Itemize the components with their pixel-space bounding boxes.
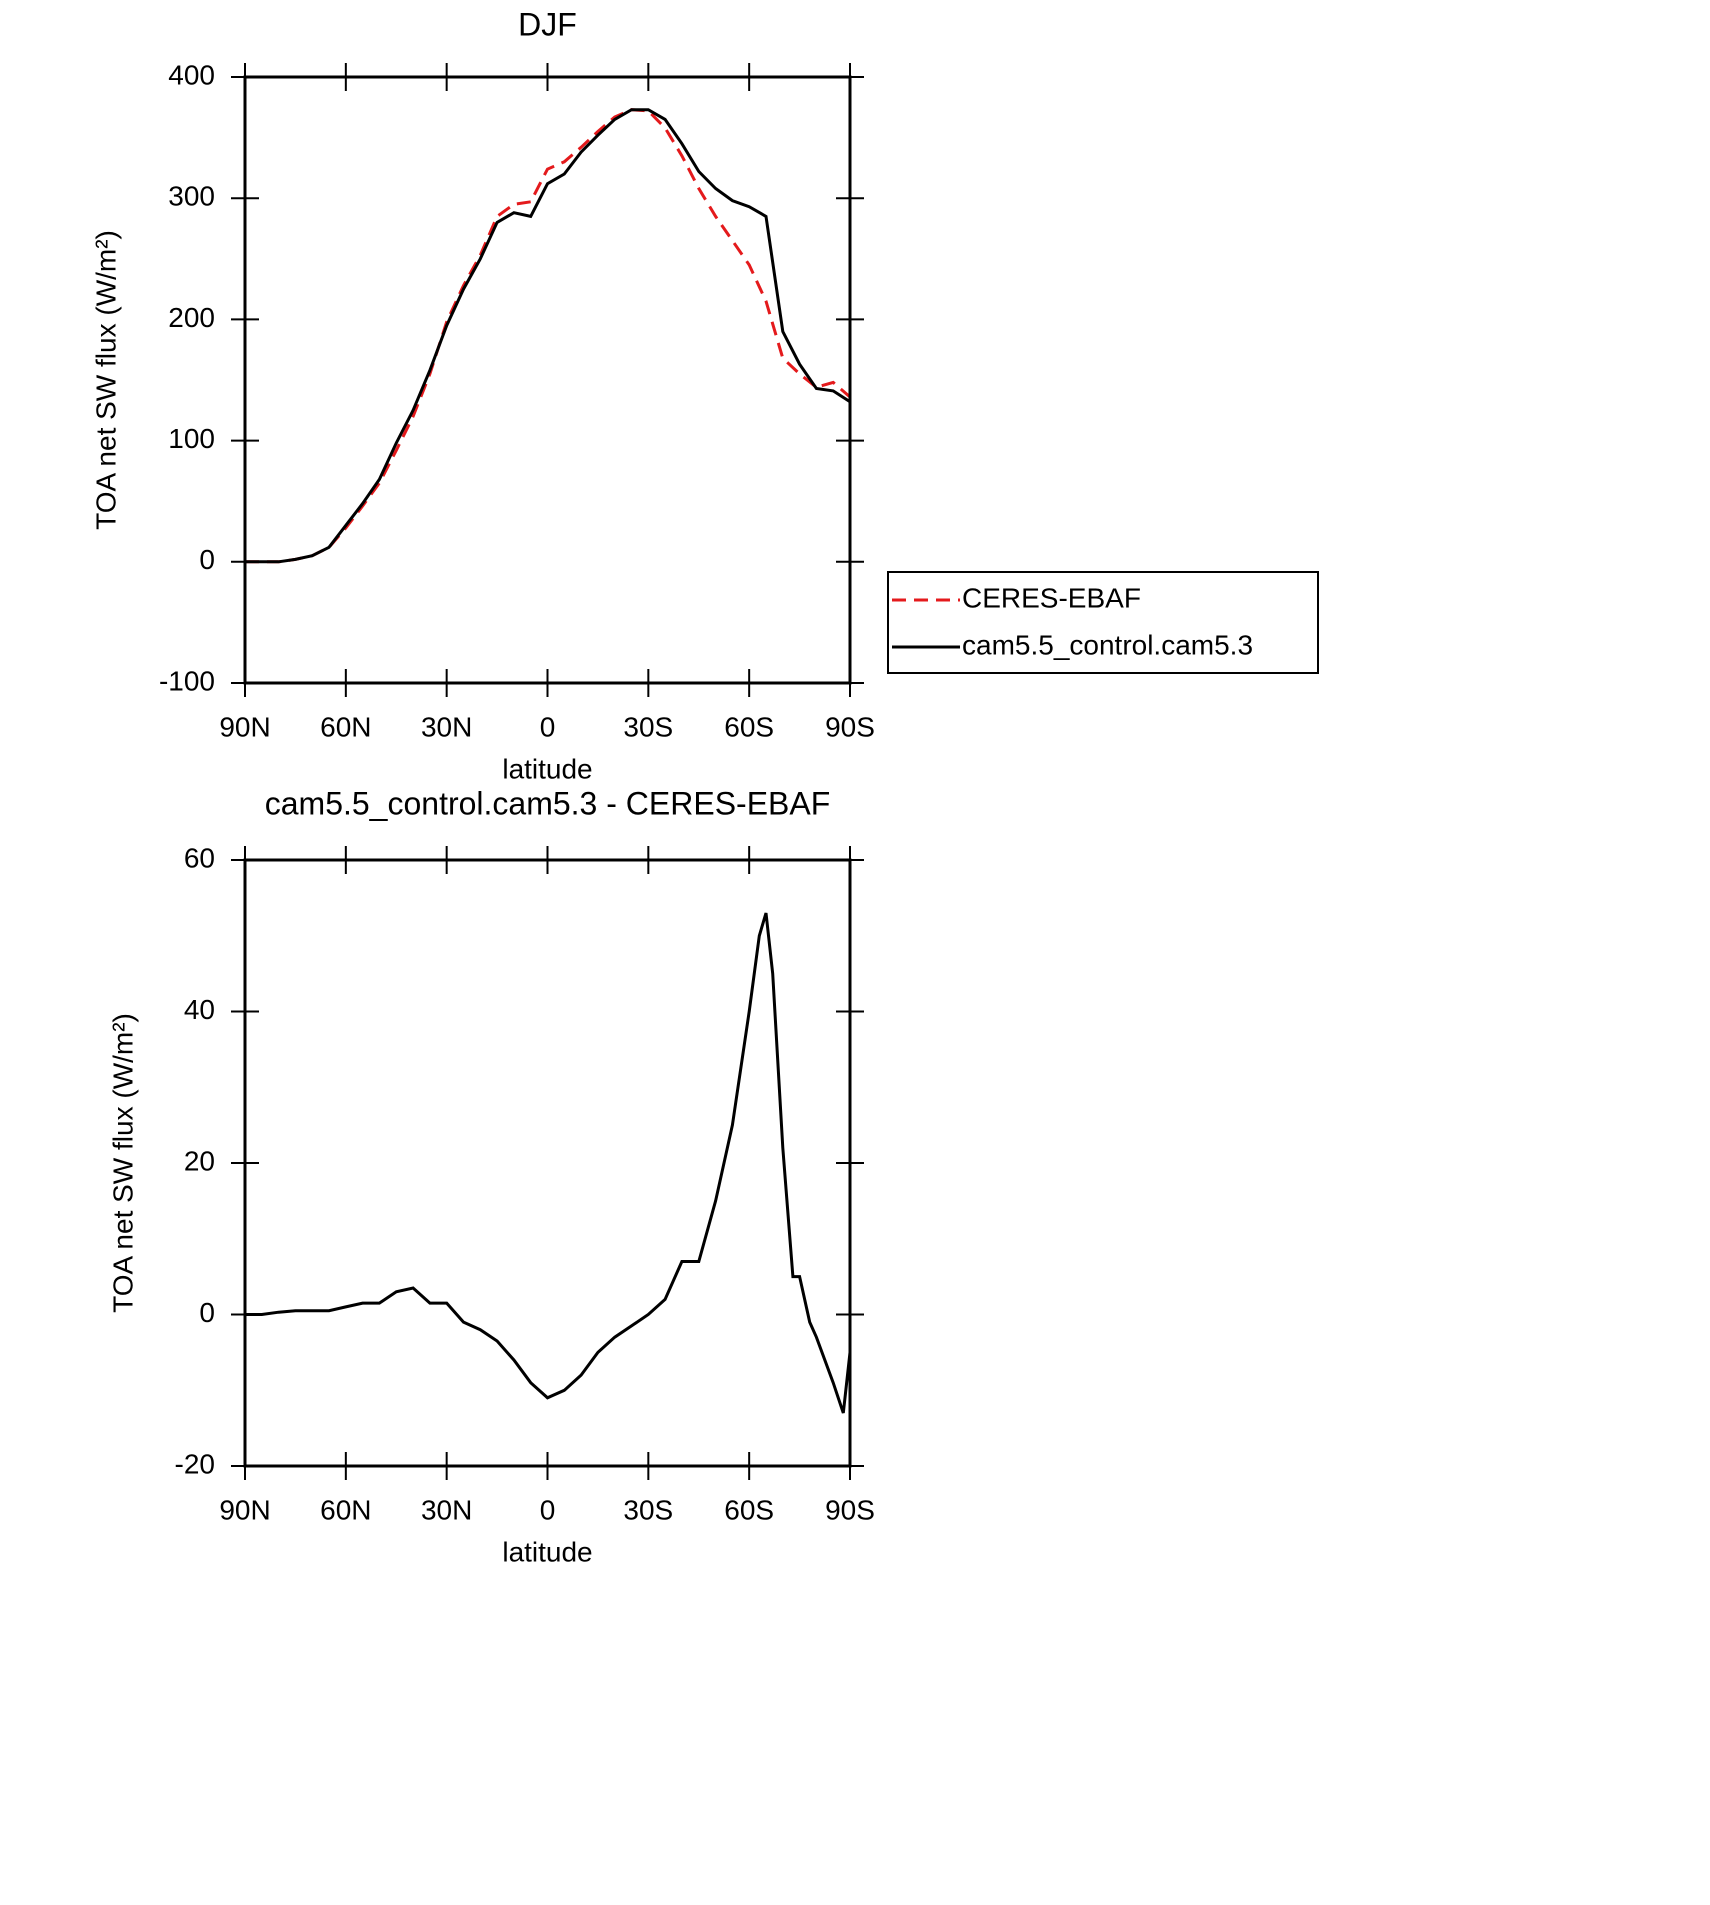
plot-frame: [243, 858, 852, 1468]
x-tick-label: 0: [540, 711, 556, 742]
y-tick-label: -20: [175, 1448, 215, 1479]
x-tick-label: 0: [540, 1494, 556, 1525]
data-line: [245, 108, 851, 564]
x-tick-label: 30N: [421, 1494, 472, 1525]
legend-label: cam5.5_control.cam5.3: [962, 629, 1253, 660]
y-axis-label: TOA net SW flux (W/m²): [107, 1013, 138, 1313]
y-tick-label: 0: [199, 1297, 215, 1328]
chart-title: cam5.5_control.cam5.3 - CERES-EBAF: [265, 785, 831, 821]
x-tick-label: 90N: [219, 1494, 270, 1525]
y-tick-label: 400: [168, 59, 215, 90]
y-tick-label: 300: [168, 181, 215, 212]
x-tick-label: 60S: [724, 1494, 774, 1525]
y-tick-label: 100: [168, 423, 215, 454]
data-line: [245, 912, 852, 1414]
x-tick-label: 60N: [320, 711, 371, 742]
y-tick-label: 40: [184, 994, 215, 1025]
y-tick-label: -100: [159, 665, 215, 696]
x-tick-label: 90S: [825, 711, 875, 742]
plot-frame: [243, 75, 852, 685]
y-tick-label: 20: [184, 1145, 215, 1176]
chart-title: DJF: [518, 6, 577, 42]
y-tick-label: 60: [184, 842, 215, 873]
x-tick-label: 60S: [724, 711, 774, 742]
x-tick-label: 30S: [623, 711, 673, 742]
x-tick-label: 30S: [623, 1494, 673, 1525]
legend-label: CERES-EBAF: [962, 582, 1141, 613]
x-axis-label: latitude: [502, 1536, 592, 1567]
x-tick-label: 60N: [320, 1494, 371, 1525]
legend-box: [887, 571, 1319, 674]
x-tick-label: 30N: [421, 711, 472, 742]
x-tick-label: 90S: [825, 1494, 875, 1525]
data-line: [245, 108, 851, 564]
y-axis-label: TOA net SW flux (W/m²): [90, 230, 121, 530]
x-tick-label: 90N: [219, 711, 270, 742]
y-tick-label: 200: [168, 302, 215, 333]
x-axis-label: latitude: [502, 753, 592, 784]
y-tick-label: 0: [199, 544, 215, 575]
